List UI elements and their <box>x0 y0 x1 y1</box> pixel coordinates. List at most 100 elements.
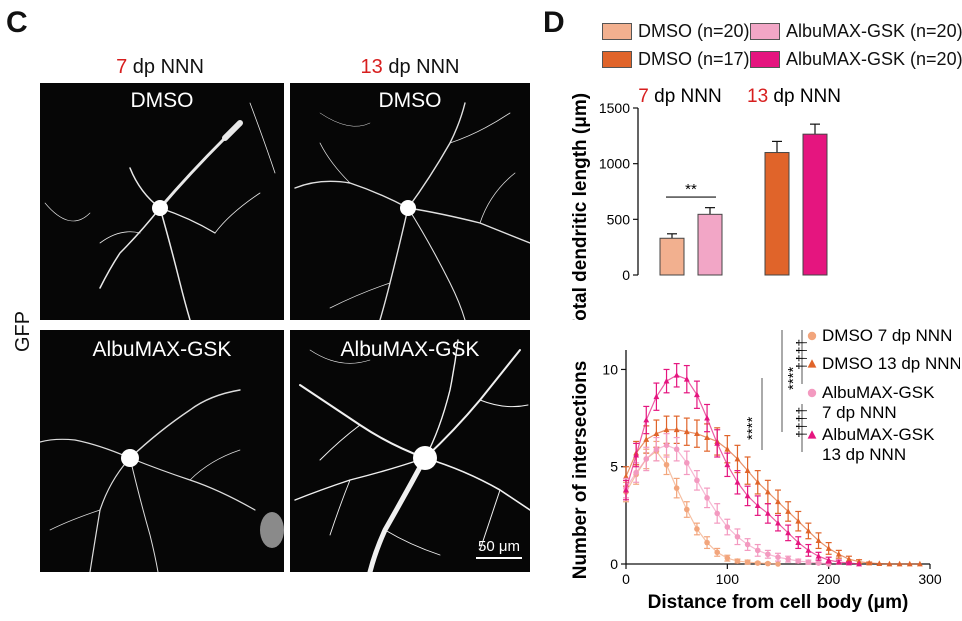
data-point <box>754 560 761 566</box>
neuron-image <box>40 389 284 572</box>
data-point <box>724 524 731 530</box>
line-y-tick-label: 5 <box>610 459 618 475</box>
significance-stars: ** <box>685 181 697 198</box>
legend-label: AlbuMAX-GSK <box>822 383 935 402</box>
data-point <box>785 556 791 562</box>
data-point <box>815 560 822 566</box>
col-header-13dp: 13 dp NNN <box>360 56 460 78</box>
neuron-image <box>44 102 276 320</box>
bar-y-tick-label: 1000 <box>599 156 630 172</box>
legend-label: DMSO 7 dp NNN <box>822 326 952 345</box>
data-point <box>744 467 751 474</box>
scale-bar-label: 50 μm <box>478 538 520 555</box>
micrograph-dmso-7dp: DMSO <box>40 83 284 320</box>
data-point <box>805 547 812 553</box>
legend-item-albumax-13dp: AlbuMAX-GSK (n=20) <box>750 49 962 70</box>
legend-marker <box>807 430 817 439</box>
data-point <box>815 537 822 544</box>
data-point <box>866 559 873 566</box>
data-point <box>775 561 781 567</box>
col-header-7dp: 7 dp NNN <box>116 56 204 78</box>
neuron-image <box>294 102 530 320</box>
data-point <box>744 559 751 565</box>
series-line <box>625 450 779 565</box>
bar <box>764 152 790 276</box>
data-point <box>663 426 670 433</box>
data-point <box>633 469 639 476</box>
data-point <box>734 533 741 540</box>
micrograph-albumax-7dp: AlbuMAX-GSK <box>40 330 284 572</box>
data-point <box>835 551 842 557</box>
gfp-row-label: GFP <box>12 310 34 352</box>
data-point <box>825 545 832 551</box>
legend-item-albumax-7dp: AlbuMAX-GSK (n=20) <box>750 21 962 42</box>
line-x-tick-label: 100 <box>716 571 740 587</box>
data-point <box>734 455 741 462</box>
data-point <box>734 558 741 564</box>
data-point <box>683 375 690 382</box>
data-point <box>795 558 802 564</box>
legend-item-dmso-13dp: DMSO (n=17) <box>602 49 750 70</box>
data-point <box>653 393 660 400</box>
data-point <box>744 541 751 548</box>
data-point <box>673 426 680 433</box>
bar-group-label-7dp: 7 dp NNN <box>638 86 721 107</box>
data-point <box>653 430 660 437</box>
data-point <box>673 485 680 491</box>
data-point <box>795 518 802 524</box>
data-point <box>754 547 761 554</box>
legend-label: DMSO 13 dp NNN <box>822 354 960 373</box>
data-point <box>775 554 781 560</box>
data-point <box>663 377 670 384</box>
data-point <box>724 446 731 452</box>
legend-swatch <box>750 23 780 40</box>
data-point <box>714 440 721 446</box>
data-point <box>643 456 650 462</box>
line-x-tick-label: 300 <box>918 571 942 587</box>
data-point <box>633 451 640 458</box>
data-point <box>785 529 792 536</box>
panel-d-letter: D <box>543 6 565 39</box>
legend-label-line2: 13 dp NNN <box>822 445 906 464</box>
bar-y-tick-label: 1500 <box>599 100 630 116</box>
data-point <box>805 527 812 534</box>
data-point <box>795 539 802 545</box>
data-point <box>846 559 852 566</box>
data-point <box>694 430 700 437</box>
bar <box>659 237 685 276</box>
line-chart-xlabel: Distance from cell body (μm) <box>648 592 909 613</box>
data-point <box>886 560 893 567</box>
data-point <box>694 391 700 398</box>
bar-y-tick-label: 500 <box>607 211 631 227</box>
data-point <box>623 473 629 479</box>
data-point <box>663 442 670 449</box>
legend-marker <box>807 359 817 368</box>
data-point <box>916 560 923 567</box>
micrograph-albumax-13dp: AlbuMAX-GSK 50 μm <box>290 330 530 572</box>
data-point <box>704 434 710 440</box>
legend-swatch <box>602 51 632 68</box>
data-point <box>815 553 822 559</box>
line-x-tick-label: 0 <box>622 571 630 587</box>
data-point <box>704 414 710 421</box>
bar-y-tick-label: 0 <box>622 267 630 283</box>
data-point <box>673 446 680 453</box>
bar <box>802 133 828 276</box>
data-point <box>785 508 792 514</box>
line-chart-ylabel: Number of intersections <box>570 361 591 580</box>
data-point <box>744 492 751 499</box>
data-point <box>825 556 832 563</box>
data-point <box>775 498 781 505</box>
data-point <box>775 519 781 526</box>
data-point <box>684 506 690 513</box>
data-point <box>906 560 913 567</box>
data-point <box>704 539 710 546</box>
data-point <box>846 555 852 562</box>
significance-daggers: †††† <box>793 407 809 438</box>
scale-bar <box>476 557 522 559</box>
data-point <box>754 502 761 509</box>
legend-item-dmso-7dp: DMSO (n=20) <box>602 21 750 42</box>
bar-chart-ylabel: Total dendritic length (μm) <box>570 93 591 320</box>
legend-marker <box>807 388 817 398</box>
line-chart: Number of intersections Distance from ce… <box>570 326 960 613</box>
